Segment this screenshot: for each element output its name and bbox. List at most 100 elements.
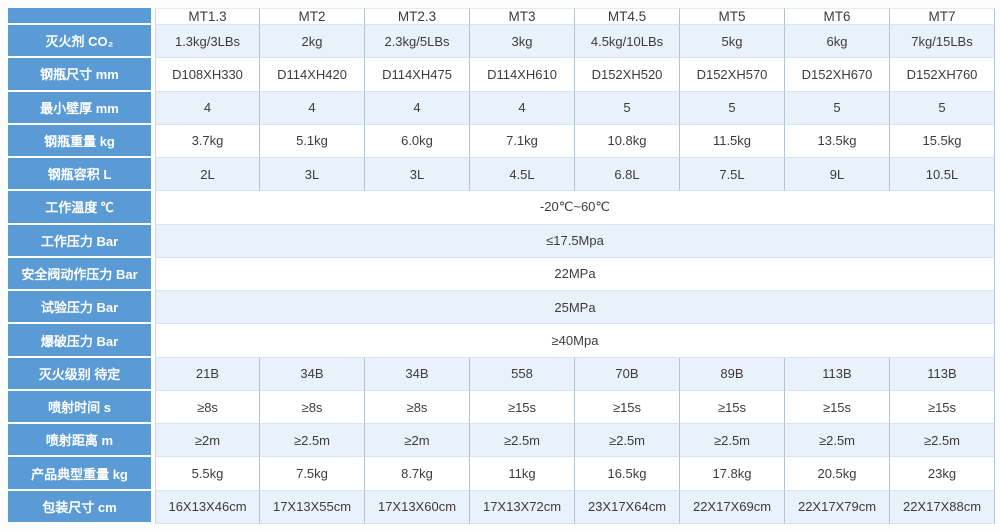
table-row: 工作压力 Bar ≤17.5Mpa [8,224,995,258]
value-cell: ≥2.5m [470,424,575,458]
value-cell: 22X17X69cm [680,490,785,524]
column-header: MT5 [680,8,785,25]
value-cell: 7.5L [680,158,785,192]
merged-value-cell: ≥40Mpa [155,324,995,358]
value-cell: D114XH420 [260,58,365,92]
table-row: 灭火级别 待定 21B 34B 34B 558 70B 89B 113B 113B [8,357,995,391]
value-cell: 113B [890,357,995,391]
header-row: MT1.3 MT2 MT2.3 MT3 MT4.5 MT5 MT6 MT7 [8,8,995,25]
value-cell: ≥15s [785,390,890,425]
value-cell: ≥15s [575,390,680,425]
value-cell: ≥8s [365,390,470,425]
value-cell: 6.8L [575,158,680,192]
table-row: 试验压力 Bar 25MPa [8,291,995,325]
table-row: 爆破压力 Bar ≥40Mpa [8,324,995,358]
value-cell: 15.5kg [890,124,995,159]
row-label: 产品典型重量 kg [8,457,155,491]
value-cell: 4 [470,91,575,125]
spec-table: MT1.3 MT2 MT2.3 MT3 MT4.5 MT5 MT6 MT7 灭火剂 CO₂ 1.… [8,8,995,524]
value-cell: 11.5kg [680,124,785,159]
row-label: 安全阀动作压力 Bar [8,257,155,292]
value-cell: 17X13X55cm [260,490,365,524]
value-cell: 1.3kg/3LBs [155,25,260,59]
value-cell: ≥2.5m [575,424,680,458]
value-cell: 34B [260,357,365,391]
column-header: MT2.3 [365,8,470,25]
value-cell: 113B [785,357,890,391]
value-cell: 3L [260,158,365,192]
value-cell: 17.8kg [680,457,785,491]
row-label: 工作压力 Bar [8,224,155,258]
value-cell: 4 [260,91,365,125]
value-cell: D108XH330 [155,58,260,92]
value-cell: 4 [365,91,470,125]
value-cell: 6.0kg [365,124,470,159]
value-cell: 3L [365,158,470,192]
table-row: 钢瓶重量 kg 3.7kg 5.1kg 6.0kg 7.1kg 10.8kg 11.5kg 1… [8,124,995,159]
value-cell: 11kg [470,457,575,491]
column-header: MT1.3 [155,8,260,25]
value-cell: 20.5kg [785,457,890,491]
value-cell: 23X17X64cm [575,490,680,524]
value-cell: D152XH570 [680,58,785,92]
row-label: 灭火剂 CO₂ [8,25,155,59]
value-cell: 7kg/15LBs [890,25,995,59]
value-cell: 89B [680,357,785,391]
value-cell: 7.1kg [470,124,575,159]
value-cell: ≥8s [260,390,365,425]
value-cell: ≥2.5m [260,424,365,458]
value-cell: D114XH610 [470,58,575,92]
value-cell: 5.5kg [155,457,260,491]
value-cell: 13.5kg [785,124,890,159]
column-header: MT7 [890,8,995,25]
value-cell: ≥15s [890,390,995,425]
row-label: 喷射距离 m [8,424,155,458]
value-cell: 34B [365,357,470,391]
value-cell: 4 [155,91,260,125]
value-cell: 7.5kg [260,457,365,491]
value-cell: ≥15s [680,390,785,425]
row-label: 爆破压力 Bar [8,324,155,358]
value-cell: 17X13X60cm [365,490,470,524]
merged-value-cell: -20℃~60℃ [155,191,995,225]
table-row: 钢瓶尺寸 mm D108XH330 D114XH420 D114XH475 D114XH… [8,58,995,92]
value-cell: 5 [680,91,785,125]
table-row: 喷射距离 m ≥2m ≥2.5m ≥2m ≥2.5m ≥2.5m ≥2.5m ≥2.5m ≥2.… [8,424,995,458]
table-row: 工作温度 ℃ -20℃~60℃ [8,191,995,225]
value-cell: 2kg [260,25,365,59]
value-cell: 21B [155,357,260,391]
value-cell: 4.5kg/10LBs [575,25,680,59]
value-cell: 5 [785,91,890,125]
value-cell: 17X13X72cm [470,490,575,524]
value-cell: 10.8kg [575,124,680,159]
table-row: 最小壁厚 mm 4 4 4 4 5 5 5 5 [8,91,995,125]
value-cell: 16.5kg [575,457,680,491]
value-cell: ≥2.5m [785,424,890,458]
value-cell: ≥2.5m [680,424,785,458]
merged-value-cell: ≤17.5Mpa [155,224,995,258]
value-cell: 5kg [680,25,785,59]
value-cell: D152XH670 [785,58,890,92]
value-cell: 5 [575,91,680,125]
row-label: 工作温度 ℃ [8,191,155,225]
value-cell: 9L [785,158,890,192]
column-header: MT4.5 [575,8,680,25]
row-label: 试验压力 Bar [8,291,155,325]
value-cell: 70B [575,357,680,391]
row-label: 钢瓶重量 kg [8,124,155,159]
value-cell: 5.1kg [260,124,365,159]
value-cell: 16X13X46cm [155,490,260,524]
value-cell: 10.5L [890,158,995,192]
value-cell: 3kg [470,25,575,59]
row-label: 包装尺寸 cm [8,490,155,524]
table-row: 灭火剂 CO₂ 1.3kg/3LBs 2kg 2.3kg/5LBs 3kg 4.5kg/1… [8,25,995,59]
value-cell: D152XH760 [890,58,995,92]
value-cell: 22X17X88cm [890,490,995,524]
value-cell: 4.5L [470,158,575,192]
value-cell: D114XH475 [365,58,470,92]
row-label: 灭火级别 待定 [8,357,155,391]
table-row: 安全阀动作压力 Bar 22MPa [8,257,995,292]
value-cell: D152XH520 [575,58,680,92]
table-row: 喷射时间 s ≥8s ≥8s ≥8s ≥15s ≥15s ≥15s ≥15s ≥15s [8,390,995,425]
